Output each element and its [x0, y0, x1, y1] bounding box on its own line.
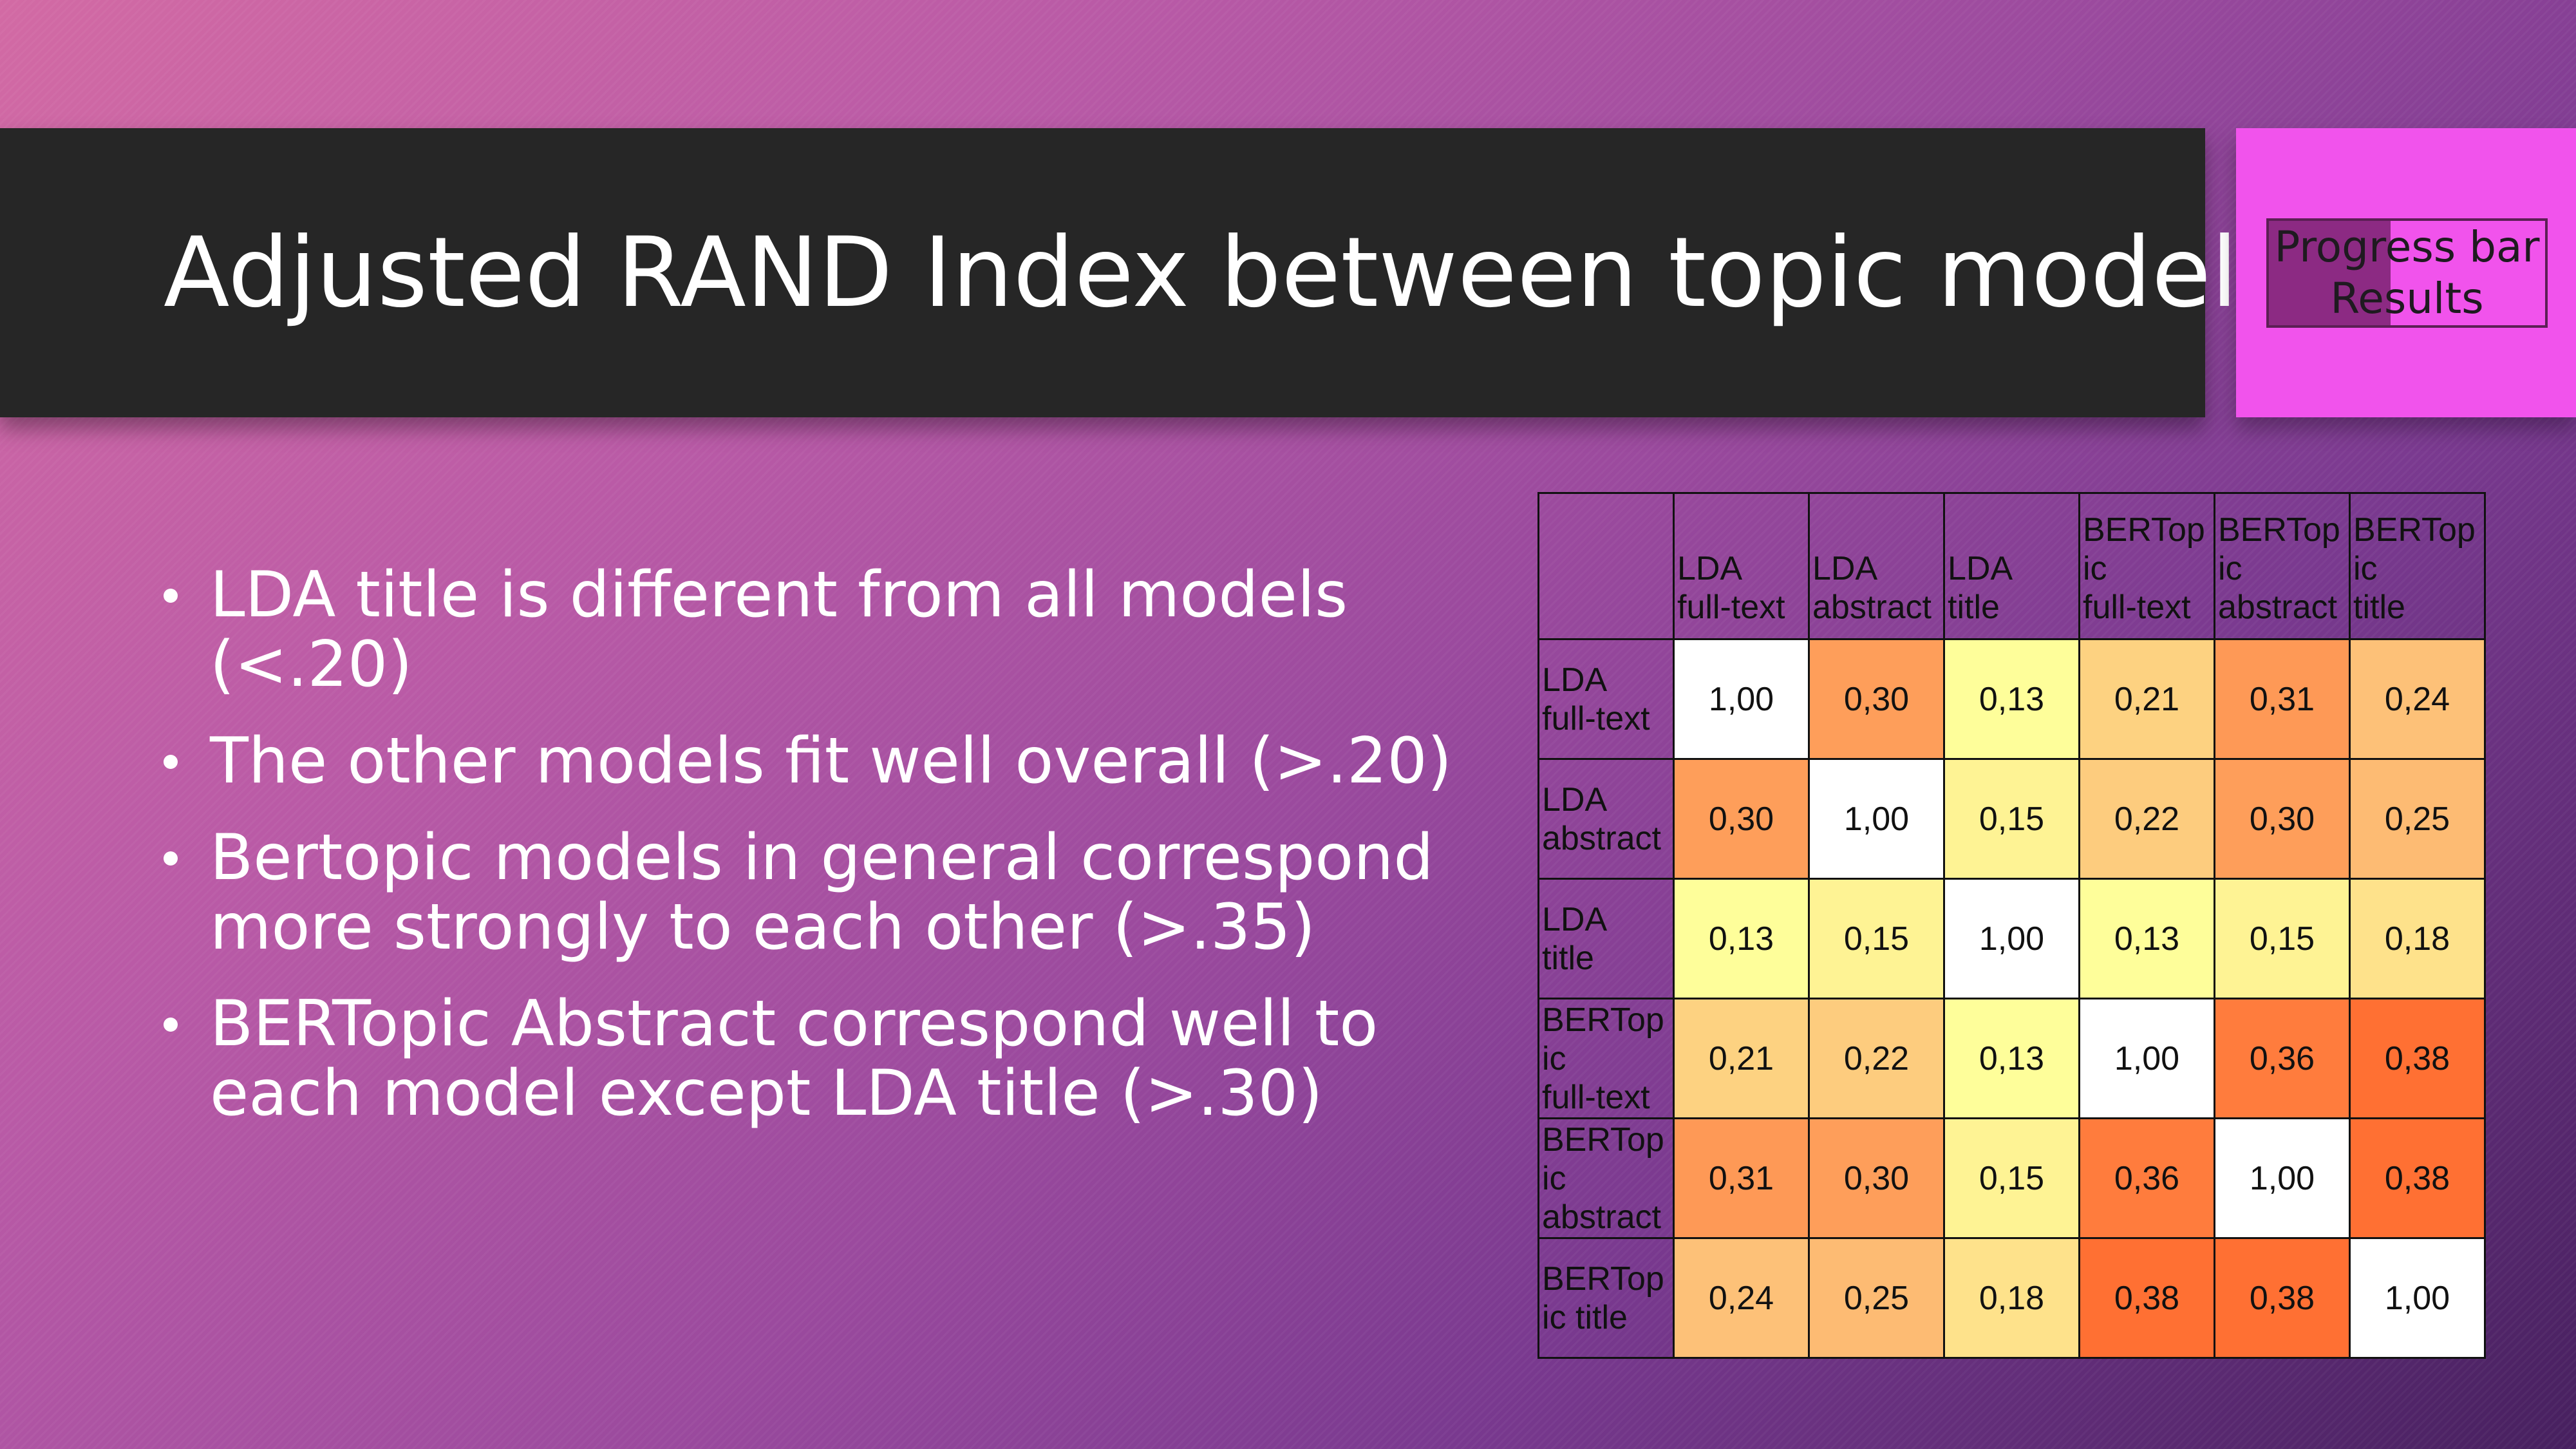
heatmap-cell: 0,25: [1808, 1237, 1945, 1359]
heatmap-cell: 0,21: [2078, 638, 2215, 760]
title-bar: Adjusted RAND Index between topic models: [0, 128, 2288, 417]
ari-heatmap-table: LDA full-text LDA abstract LDA title BERTop ic f…: [1537, 492, 2486, 1359]
heatmap-row-label: LDA full-text: [1537, 638, 1675, 760]
heatmap-cell: 0,30: [1808, 638, 1945, 760]
heatmap-row-label-line: abstract: [1542, 1198, 1661, 1236]
heatmap-row-label-line: BERTop: [1542, 1001, 1664, 1039]
heatmap-row-label: BERTop ic title: [1537, 1237, 1675, 1359]
heatmap-cell: 1,00: [1808, 758, 1945, 880]
bullet-item: Bertopic models in general correspond mo…: [161, 823, 1494, 962]
heatmap-cell: 0,15: [1808, 878, 1945, 999]
heatmap-row-label-line: ic: [1542, 1159, 1566, 1197]
heatmap-cell: 0,30: [1673, 758, 1810, 880]
heatmap-cell: 0,30: [1808, 1117, 1945, 1239]
heatmap-row: LDA full-text 1,00 0,30 0,13 0,21 0,31 0,24: [1537, 638, 2486, 760]
heatmap-column-label: BERTop ic abstract: [2214, 492, 2351, 640]
heatmap-row-label-line: BERTop: [1542, 1121, 1664, 1159]
heatmap-cell: 0,38: [2349, 1117, 2486, 1239]
bullet-item: The other models fit well overall (>.20): [161, 726, 1494, 796]
heatmap-header-row: LDA full-text LDA abstract LDA title BERTop ic f…: [1537, 492, 2486, 640]
progress-bar-label-line1: Progress bar: [2274, 222, 2540, 272]
heatmap-cell: 0,38: [2349, 998, 2486, 1119]
heatmap-column-label-line: abstract: [2218, 589, 2337, 626]
heatmap-row-label-line: full-text: [1542, 699, 1650, 737]
heatmap-column-label-line: BERTop: [2083, 511, 2205, 549]
heatmap-row: BERTop ic abstract 0,31 0,30 0,15 0,36 1,00 0,38: [1537, 1117, 2486, 1239]
heatmap-column-label-line: BERTop: [2353, 511, 2476, 549]
heatmap-row: LDA abstract 0,30 1,00 0,15 0,22 0,30 0,25: [1537, 758, 2486, 880]
heatmap-cell: 0,31: [2214, 638, 2351, 760]
heatmap-column-label: LDA title: [1943, 492, 2080, 640]
heatmap-cell: 1,00: [1943, 878, 2080, 999]
bullet-item: LDA title is different from all models (…: [161, 560, 1494, 699]
heatmap-column-label-line: LDA: [1812, 550, 1878, 587]
heatmap-column-label-line: ic: [2218, 550, 2242, 587]
heatmap-row-label-line: ic title: [1542, 1298, 1628, 1336]
heatmap-row-label-line: ic: [1542, 1039, 1566, 1077]
progress-bar: Progress bar Results: [2266, 218, 2548, 328]
heatmap-cell: 0,24: [2349, 638, 2486, 760]
heatmap-cell: 0,15: [2214, 878, 2351, 999]
heatmap-cell: 0,18: [2349, 878, 2486, 999]
heatmap-row-label: LDA abstract: [1537, 758, 1675, 880]
heatmap-row-label: BERTop ic abstract: [1537, 1117, 1675, 1239]
heatmap-corner-cell: [1537, 492, 1675, 640]
heatmap-row-label: LDA title: [1537, 878, 1675, 999]
heatmap-column-label: BERTop ic title: [2349, 492, 2486, 640]
heatmap-cell: 0,18: [1943, 1237, 2080, 1359]
heatmap-column-label-line: full-text: [2083, 589, 2191, 626]
heatmap-column-label-line: title: [1948, 589, 2000, 626]
heatmap-cell: 0,38: [2214, 1237, 2351, 1359]
heatmap-row-label-line: LDA: [1542, 661, 1608, 699]
heatmap-row: BERTop ic title 0,24 0,25 0,18 0,38 0,38 1,00: [1537, 1237, 2486, 1359]
heatmap-column-label-line: LDA: [1677, 550, 1743, 587]
heatmap-cell: 1,00: [2349, 1237, 2486, 1359]
heatmap-cell: 0,31: [1673, 1117, 1810, 1239]
heatmap-column-label-line: ic: [2083, 550, 2107, 587]
heatmap-column-label-line: abstract: [1812, 589, 1932, 626]
slide-title: Adjusted RAND Index between topic models: [164, 216, 2288, 329]
heatmap-column-label-line: LDA: [1948, 550, 2013, 587]
heatmap-row-label-line: full-text: [1542, 1078, 1650, 1116]
heatmap-body: LDA full-text 1,00 0,30 0,13 0,21 0,31 0,24 LDA a…: [1537, 638, 2486, 1359]
heatmap-column-label: LDA full-text: [1673, 492, 1810, 640]
progress-bar-label-line2: Results: [2330, 274, 2484, 323]
bullet-item: BERTopic Abstract correspond well to eac…: [161, 989, 1494, 1128]
heatmap-cell: 0,22: [1808, 998, 1945, 1119]
heatmap-row-label-line: abstract: [1542, 819, 1661, 857]
heatmap-cell: 0,22: [2078, 758, 2215, 880]
heatmap-column-label-line: full-text: [1677, 589, 1785, 626]
heatmap-column-label-line: title: [2353, 589, 2405, 626]
heatmap-row-label-line: LDA: [1542, 781, 1608, 819]
heatmap-cell: 0,13: [1943, 998, 2080, 1119]
heatmap-column-label-line: BERTop: [2218, 511, 2340, 549]
heatmap-cell: 0,13: [2078, 878, 2215, 999]
heatmap-row-label-line: BERTop: [1542, 1260, 1664, 1298]
heatmap-row-label-line: LDA: [1542, 900, 1608, 938]
progress-bar-fill: [2269, 221, 2391, 325]
heatmap-column-label: LDA abstract: [1808, 492, 1945, 640]
heatmap-cell: 0,13: [1943, 638, 2080, 760]
heatmap-row-label: BERTop ic full-text: [1537, 998, 1675, 1119]
heatmap-cell: 0,13: [1673, 878, 1810, 999]
heatmap-cell: 1,00: [1673, 638, 1810, 760]
heatmap-row-label-line: title: [1542, 939, 1594, 977]
heatmap-column-label: BERTop ic full-text: [2078, 492, 2215, 640]
heatmap-cell: 0,25: [2349, 758, 2486, 880]
heatmap-cell: 0,36: [2214, 998, 2351, 1119]
heatmap-cell: 0,36: [2078, 1117, 2215, 1239]
progress-bar-label: Progress bar Results: [2269, 221, 2545, 325]
heatmap-cell: 1,00: [2078, 998, 2215, 1119]
heatmap-cell: 0,24: [1673, 1237, 1810, 1359]
heatmap-cell: 1,00: [2214, 1117, 2351, 1239]
heatmap-cell: 0,15: [1943, 1117, 2080, 1239]
heatmap-row: BERTop ic full-text 0,21 0,22 0,13 1,00 0,36 0,3…: [1537, 998, 2486, 1119]
heatmap-row: LDA title 0,13 0,15 1,00 0,13 0,15 0,18: [1537, 878, 2486, 999]
heatmap-cell: 0,15: [1943, 758, 2080, 880]
bullet-list: LDA title is different from all models (…: [161, 560, 1494, 1155]
heatmap-cell: 0,38: [2078, 1237, 2215, 1359]
heatmap-cell: 0,21: [1673, 998, 1810, 1119]
heatmap-cell: 0,30: [2214, 758, 2351, 880]
heatmap-column-label-line: ic: [2353, 550, 2378, 587]
